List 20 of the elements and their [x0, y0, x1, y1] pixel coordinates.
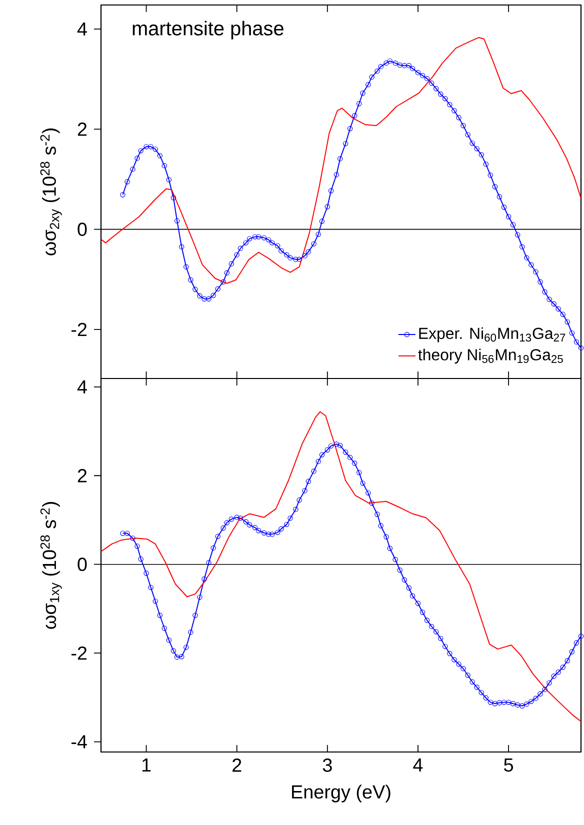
- y-tick-label: 0: [78, 222, 87, 236]
- x-tick-label: 5: [504, 758, 514, 772]
- x-tick-label: 3: [322, 758, 332, 772]
- y-tick-label: 2: [78, 469, 87, 482]
- y-tick-label: -2: [72, 646, 87, 660]
- x-axis-title: Energy (eV): [292, 784, 390, 802]
- legend-label: Exper. Ni$_{60}$Mn$_{13}$Ga$_{27}$: [419, 327, 566, 342]
- x-tick-label: 4: [413, 758, 423, 772]
- y-tick-label: 4: [77, 22, 87, 36]
- legend-label: theory Ni$_{56}$Mn$_{19}$Ga$_{25}$: [418, 348, 563, 364]
- annotation: martensite phase: [132, 20, 284, 40]
- x-tick-label: 1: [142, 758, 151, 772]
- x-tick-label: 2: [232, 758, 242, 772]
- y-tick-label: -2: [72, 322, 87, 336]
- y-axis-title: ωσ$_{1xy}$ (10$^{28}$ s$^{-2}$): [40, 502, 62, 629]
- y-axis-title: ωσ$_{2xy}$ (10$^{28}$ s$^{-2}$): [40, 128, 62, 256]
- y-tick-label: 0: [78, 558, 87, 572]
- y-tick-label: 4: [77, 380, 87, 394]
- y-tick-label: 2: [78, 122, 87, 136]
- y-tick-label: -4: [72, 735, 87, 748]
